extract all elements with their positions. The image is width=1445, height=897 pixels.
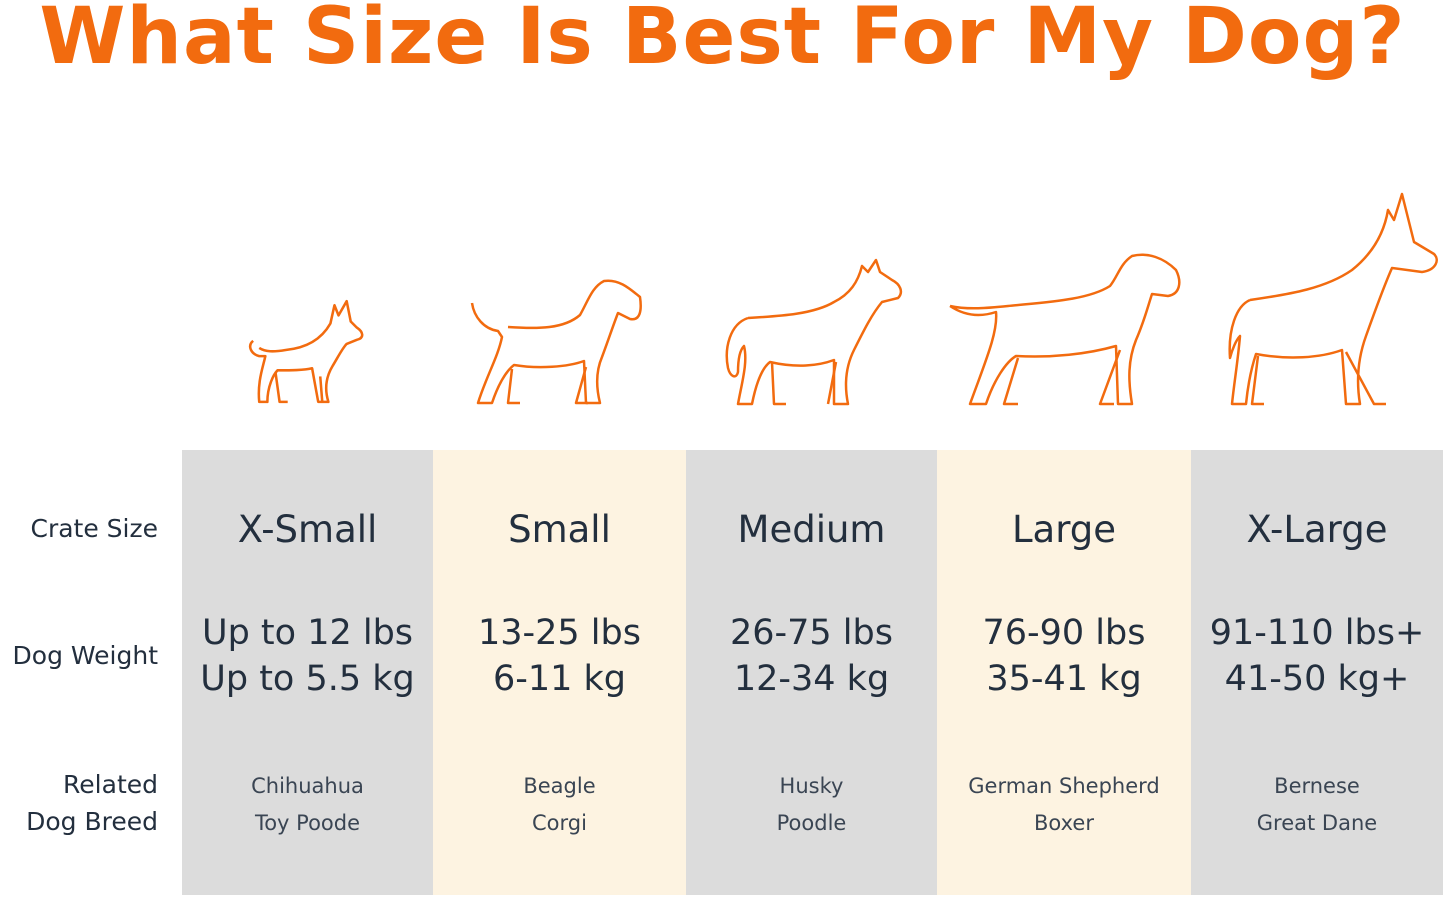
breed: Chihuahua <box>251 774 364 798</box>
beagle-icon <box>468 277 646 407</box>
size-column-x-small: X-Small Up to 12 lbs Up to 5.5 kg Chihuah… <box>182 450 433 895</box>
size-column-medium: Medium 26-75 lbs 12-34 kg Husky Poodle <box>686 450 937 895</box>
size-column-x-large: X-Large 91-110 lbs+ 41-50 kg+ Bernese Grea… <box>1191 450 1443 895</box>
weight-kg: 35-41 kg <box>986 659 1142 699</box>
breed: German Shepherd <box>968 774 1160 798</box>
crate-size: X-Large <box>1246 508 1388 551</box>
weight: Up to 12 lbs Up to 5.5 kg <box>182 610 433 702</box>
weight: 13-25 lbs 6-11 kg <box>433 610 686 702</box>
row-label-related-breed-1: Related <box>63 770 158 799</box>
crate-size: X-Small <box>237 508 378 551</box>
great-dane-icon <box>1222 190 1442 408</box>
breed: Great Dane <box>1256 811 1378 835</box>
weight-kg: 41-50 kg+ <box>1224 659 1410 699</box>
weight: 91-110 lbs+ 41-50 kg+ <box>1191 610 1443 702</box>
size-column-small: Small 13-25 lbs 6-11 kg Beagle Corgi <box>433 450 686 895</box>
row-label-crate-size: Crate Size <box>30 514 158 543</box>
size-column-large: Large 76-90 lbs 35-41 kg German Shepherd B… <box>937 450 1191 895</box>
breeds: Beagle Corgi <box>433 768 686 842</box>
weight: 76-90 lbs 35-41 kg <box>937 610 1191 702</box>
weight-kg: Up to 5.5 kg <box>200 659 415 699</box>
weight-lbs: Up to 12 lbs <box>201 613 414 653</box>
breeds: Husky Poodle <box>686 768 937 842</box>
breed: Husky <box>779 774 844 798</box>
weight-kg: 12-34 kg <box>733 659 890 699</box>
breed: Corgi <box>532 811 587 835</box>
weight-lbs: 13-25 lbs <box>477 613 641 653</box>
row-label-related-breed-2: Dog Breed <box>26 807 158 836</box>
breeds: Bernese Great Dane <box>1191 768 1443 842</box>
breed: Toy Poode <box>254 811 361 835</box>
weight-kg: 6-11 kg <box>492 659 627 699</box>
row-label-dog-weight: Dog Weight <box>12 641 158 670</box>
breeds: Chihuahua Toy Poode <box>182 768 433 842</box>
weight-lbs: 76-90 lbs <box>982 613 1146 653</box>
breed: Bernese <box>1274 774 1360 798</box>
crate-size: Small <box>508 508 611 551</box>
weight-lbs: 91-110 lbs+ <box>1209 613 1425 653</box>
breeds: German Shepherd Boxer <box>937 768 1191 842</box>
husky-icon <box>722 258 904 408</box>
retriever-icon <box>948 250 1182 408</box>
breed: Poodle <box>776 811 847 835</box>
breed: Beagle <box>523 774 596 798</box>
page-title: What Size Is Best For My Dog? <box>39 0 1406 82</box>
chihuahua-icon <box>245 295 367 407</box>
breed: Boxer <box>1034 811 1094 835</box>
crate-size: Medium <box>737 508 886 551</box>
crate-size: Large <box>1011 508 1117 551</box>
weight-lbs: 26-75 lbs <box>729 613 893 653</box>
weight: 26-75 lbs 12-34 kg <box>686 610 937 702</box>
